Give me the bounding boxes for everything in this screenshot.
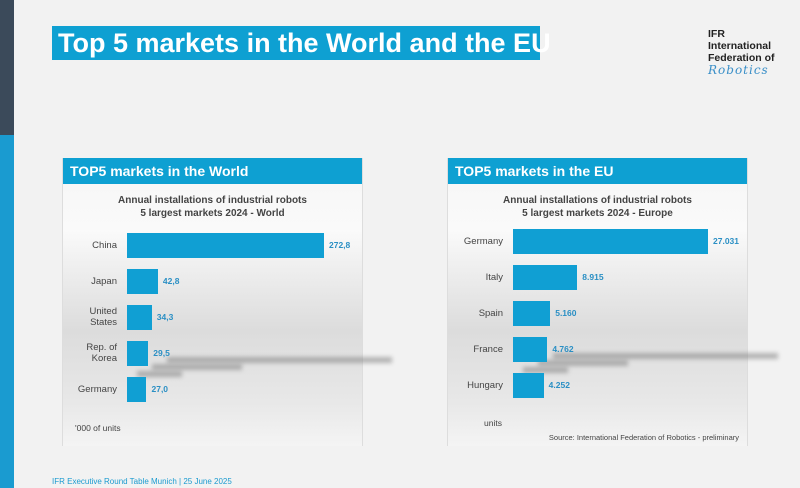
bar-rep-of-korea — [127, 341, 149, 366]
panel-header: TOP5 markets in the World — [63, 158, 362, 184]
bar-italy — [513, 265, 578, 290]
category-label: Hungary — [467, 380, 503, 391]
logo-text: IFR — [708, 28, 725, 40]
units-label: units — [484, 418, 502, 428]
source-note: Source: International Federation of Robo… — [548, 433, 739, 442]
bar-united-states — [127, 305, 152, 330]
chart-title: Annual installations of industrial robot… — [448, 194, 747, 220]
bar-shadow — [538, 360, 628, 366]
bar-hungary — [513, 373, 544, 398]
world-chart-panel: TOP5 markets in the World Annual install… — [62, 158, 392, 446]
chart-subtitle: 5 largest markets 2024 - Europe — [522, 208, 673, 219]
bar-spain — [513, 301, 551, 326]
panel-header: TOP5 markets in the EU — [448, 158, 747, 184]
category-label: Germany — [463, 236, 503, 247]
chart-subtitle: 5 largest markets 2024 - World — [140, 208, 285, 219]
data-label: 27,0 — [151, 384, 169, 394]
logo-text: Robotics — [708, 63, 769, 77]
eu-chart-panel: TOP5 markets in the EU Annual installati… — [447, 158, 778, 446]
data-label: 4.762 — [552, 344, 574, 354]
category-label: United States — [89, 306, 117, 328]
data-label: 29,5 — [153, 348, 170, 358]
bar-shadow — [553, 353, 778, 359]
bar-france — [513, 337, 548, 362]
bar-germany — [513, 229, 708, 254]
bar-china — [127, 233, 324, 258]
bar-shadow — [152, 364, 242, 370]
bar-shadow — [523, 367, 568, 373]
logo-text: International — [708, 40, 772, 52]
data-label: 4.252 — [548, 380, 570, 390]
category-label: Japan — [91, 276, 117, 287]
ifr-logo: IFR International Federation of Robotics — [708, 28, 775, 76]
data-label: 27.031 — [713, 236, 739, 246]
slide-title: Top 5 markets in the World and the EU — [52, 26, 551, 60]
data-label: 272,8 — [329, 240, 351, 250]
data-label: 34,3 — [156, 312, 174, 322]
side-strip-blue — [0, 135, 14, 488]
category-label: Germany — [77, 384, 117, 395]
chart-title-line: Annual installations of industrial robot… — [503, 195, 692, 206]
chart-title: Annual installations of industrial robot… — [63, 194, 362, 220]
bar-japan — [127, 269, 158, 294]
data-label: 5.160 — [555, 308, 577, 318]
category-label: China — [92, 240, 117, 251]
side-strip-dark — [0, 0, 14, 135]
footer-text: IFR Executive Round Table Munich | 25 Ju… — [52, 477, 232, 486]
category-label: Rep. of Korea — [86, 342, 117, 364]
bar-germany — [127, 377, 147, 402]
data-label: 8.915 — [582, 272, 604, 282]
bar-shadow — [167, 357, 392, 363]
category-label: Spain — [478, 308, 503, 319]
bar-shadow — [137, 371, 182, 377]
logo-text: Federation of — [708, 52, 775, 64]
category-label: France — [473, 344, 503, 355]
units-label: '000 of units — [75, 423, 121, 433]
chart-title-line: Annual installations of industrial robot… — [118, 195, 307, 206]
data-label: 42,8 — [162, 276, 180, 286]
category-label: Italy — [485, 272, 503, 283]
